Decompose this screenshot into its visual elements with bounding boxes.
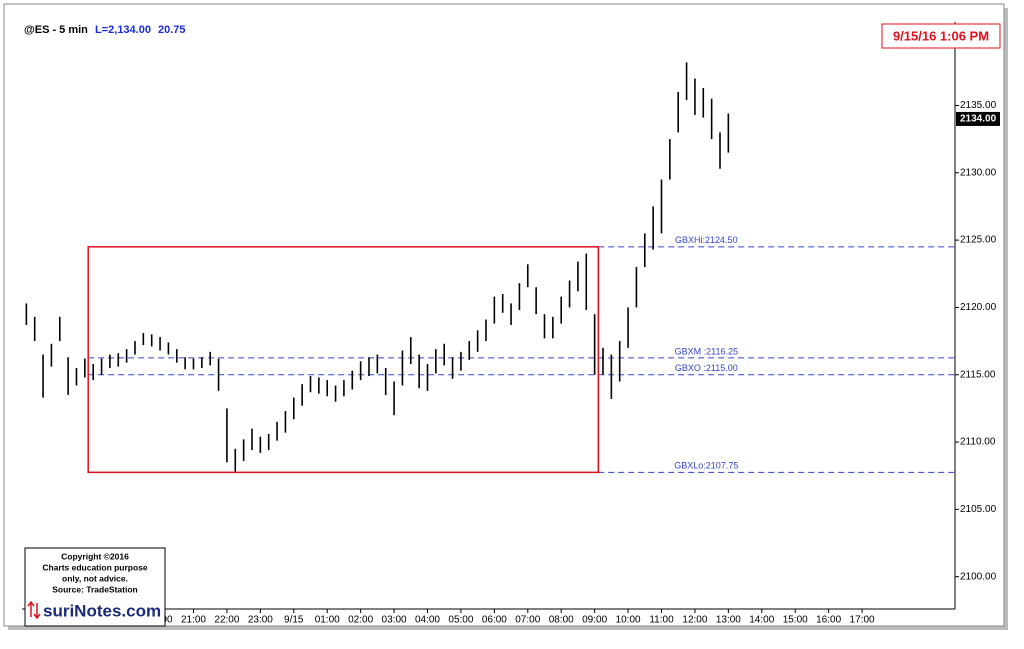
logo-arrows bbox=[27, 600, 41, 620]
x-tick-label: 03:00 bbox=[382, 615, 407, 626]
copyright-line: Copyright ©2016 bbox=[61, 551, 129, 561]
logo: suriNotes.com bbox=[43, 601, 161, 620]
y-tick-label: 2120.00 bbox=[960, 302, 997, 313]
x-tick-label: 14:00 bbox=[749, 615, 774, 626]
x-tick-label: 06:00 bbox=[482, 615, 507, 626]
last-label: L=2,134.00 bbox=[95, 24, 151, 36]
timestamp: 9/15/16 1:06 PM bbox=[893, 28, 989, 43]
x-tick-label: 13:00 bbox=[716, 615, 741, 626]
x-tick-label: 07:00 bbox=[515, 615, 540, 626]
y-tick-label: 2110.00 bbox=[960, 437, 996, 448]
y-tick-label: 2125.00 bbox=[960, 235, 997, 246]
level-label: GBXLo:2107.75 bbox=[674, 461, 738, 471]
x-tick-label: 9/15 bbox=[284, 615, 304, 626]
y-tick-label: 2130.00 bbox=[960, 167, 997, 178]
y-tick-label: 2115.00 bbox=[960, 369, 996, 380]
level-label: GBXO :2115.00 bbox=[675, 363, 738, 373]
y-tick-label: 2105.00 bbox=[960, 504, 997, 515]
x-tick-label: 15:00 bbox=[783, 615, 808, 626]
x-tick-label: 08:00 bbox=[549, 615, 574, 626]
x-tick-label: 22:00 bbox=[214, 615, 239, 626]
change-label: 20.75 bbox=[158, 24, 186, 36]
copyright-line: Charts education purpose bbox=[42, 562, 148, 572]
symbol: @ES - 5 min bbox=[24, 24, 88, 36]
x-tick-label: 21:00 bbox=[181, 615, 206, 626]
plot-area: 2100.00 2105.00 2110.00 2115.00 2120.00 2125.… bbox=[25, 62, 1000, 626]
x-tick-label: 12:00 bbox=[682, 615, 707, 626]
x-tick-label: 01:00 bbox=[315, 615, 340, 626]
copyright-box bbox=[24, 547, 166, 627]
frame bbox=[3, 3, 1005, 627]
range-box bbox=[87, 246, 600, 474]
x-tick-label: 09:00 bbox=[582, 615, 607, 626]
copyright-line: Source: TradeStation bbox=[52, 584, 138, 594]
x-tick-label: 10:00 bbox=[616, 615, 641, 626]
y-tick-label: 2135.00 bbox=[960, 100, 997, 111]
copyright-line: only, not advice. bbox=[62, 573, 128, 583]
y-tick-label: 2100.00 bbox=[960, 571, 997, 582]
x-tick-label: 04:00 bbox=[415, 615, 440, 626]
x-tick-label: 16:00 bbox=[816, 615, 841, 626]
level-label: GBXHi:2124.50 bbox=[675, 235, 738, 245]
level-label: GBXM :2116.25 bbox=[675, 346, 738, 356]
x-tick-label: 23:00 bbox=[248, 615, 273, 626]
last-price-tag bbox=[956, 111, 1000, 126]
timestamp-box bbox=[881, 23, 1001, 49]
x-tick-label: 11:00 bbox=[649, 615, 674, 626]
x-tick-label: 17:00 bbox=[850, 615, 875, 626]
last-price-label: 2134.00 bbox=[960, 114, 997, 125]
x-tick-label: 05:00 bbox=[448, 615, 473, 626]
x-tick-label: 02:00 bbox=[348, 615, 373, 626]
